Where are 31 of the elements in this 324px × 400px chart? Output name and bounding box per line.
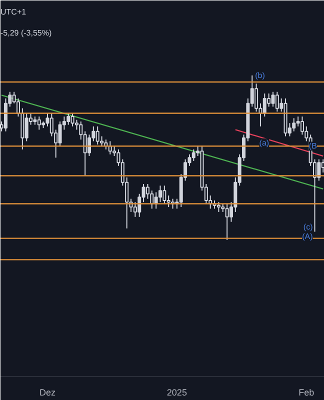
candlestick [192, 148, 196, 162]
candlestick [87, 134, 91, 157]
candlestick [66, 112, 70, 126]
annotation: (b) [255, 70, 266, 80]
candlestick [24, 112, 28, 142]
candlestick [271, 91, 275, 108]
candlestick [225, 203, 229, 240]
candlestick [216, 202, 220, 212]
candlestick [262, 93, 266, 118]
x-tick-label: Dez [39, 388, 56, 398]
candlestick [16, 98, 20, 118]
annotation: (B [308, 142, 317, 151]
x-tick-label: 2025 [166, 388, 187, 398]
candlestick [254, 83, 258, 112]
text: -5,29 (-3,55%) [0, 28, 52, 38]
candlestick [162, 185, 166, 204]
candlestick [300, 116, 304, 136]
annotation: (a) [259, 138, 270, 148]
candlestick [158, 185, 162, 203]
text: UTC+1 [0, 8, 27, 16]
annotation: (c) [303, 222, 314, 232]
x-tick-label: Feb [298, 388, 314, 398]
candlestick [146, 184, 150, 200]
annotation: (A) [302, 232, 314, 242]
candlestick [96, 126, 100, 146]
candlestick [37, 116, 41, 130]
candlestick [150, 190, 154, 210]
candlestick [292, 118, 296, 132]
candlestick [70, 112, 74, 127]
candlestick [275, 91, 279, 112]
candlestick [58, 120, 62, 147]
